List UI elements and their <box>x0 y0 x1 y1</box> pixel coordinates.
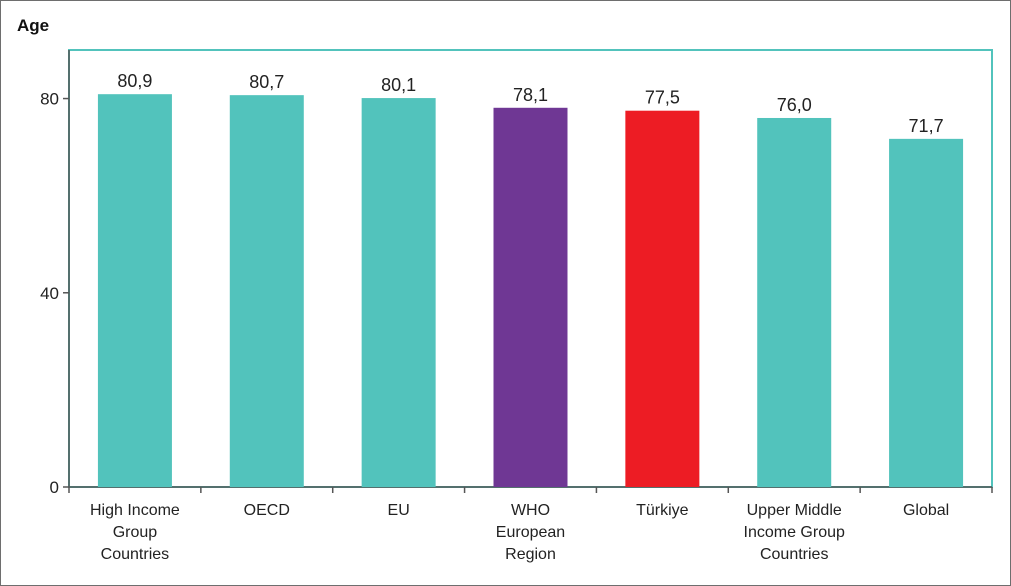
category-label-line: Global <box>903 502 949 519</box>
bar-0 <box>97 94 172 488</box>
y-tick-label-40: 40 <box>40 284 59 303</box>
category-label-line: Countries <box>101 546 169 563</box>
category-label-line: Income Group <box>744 524 845 541</box>
data-label-6: 71,7 <box>909 116 944 136</box>
category-label-line: Upper Middle <box>747 502 842 519</box>
data-label-4: 77,5 <box>645 88 680 108</box>
bar-3 <box>493 107 568 487</box>
bar-1 <box>229 95 304 487</box>
bar-5 <box>757 117 832 487</box>
y-axis-title: Age <box>17 16 49 35</box>
category-label-line: Countries <box>760 546 828 563</box>
category-label-line: Türkiye <box>636 502 689 519</box>
category-label-line: OECD <box>244 502 290 519</box>
plot-area: 0 40 80 80,9 High Income Group Countries 80,7 OE… <box>40 49 993 563</box>
category-label-line: WHO <box>511 502 550 519</box>
data-label-1: 80,7 <box>249 72 284 92</box>
category-label-6: Global <box>903 502 949 519</box>
bar-2 <box>361 98 436 487</box>
bar-4 <box>625 110 700 487</box>
bar-6 <box>889 138 964 487</box>
category-label-1: OECD <box>244 502 290 519</box>
category-label-2: EU <box>388 502 410 519</box>
category-label-line: EU <box>388 502 410 519</box>
category-label-line: European <box>496 524 565 541</box>
data-label-3: 78,1 <box>513 85 548 105</box>
category-label-0: High Income Group Countries <box>90 502 180 563</box>
category-label-3: WHO European Region <box>496 502 565 563</box>
category-label-5: Upper Middle Income Group Countries <box>744 502 845 563</box>
category-label-4: Türkiye <box>636 502 689 519</box>
category-label-line: Region <box>505 546 556 563</box>
y-tick-label-0: 0 <box>50 478 59 497</box>
category-label-line: Group <box>113 524 158 541</box>
data-label-2: 80,1 <box>381 75 416 95</box>
data-label-5: 76,0 <box>777 95 812 115</box>
data-label-0: 80,9 <box>117 71 152 91</box>
y-tick-label-80: 80 <box>40 90 59 109</box>
category-label-line: High Income <box>90 502 180 519</box>
